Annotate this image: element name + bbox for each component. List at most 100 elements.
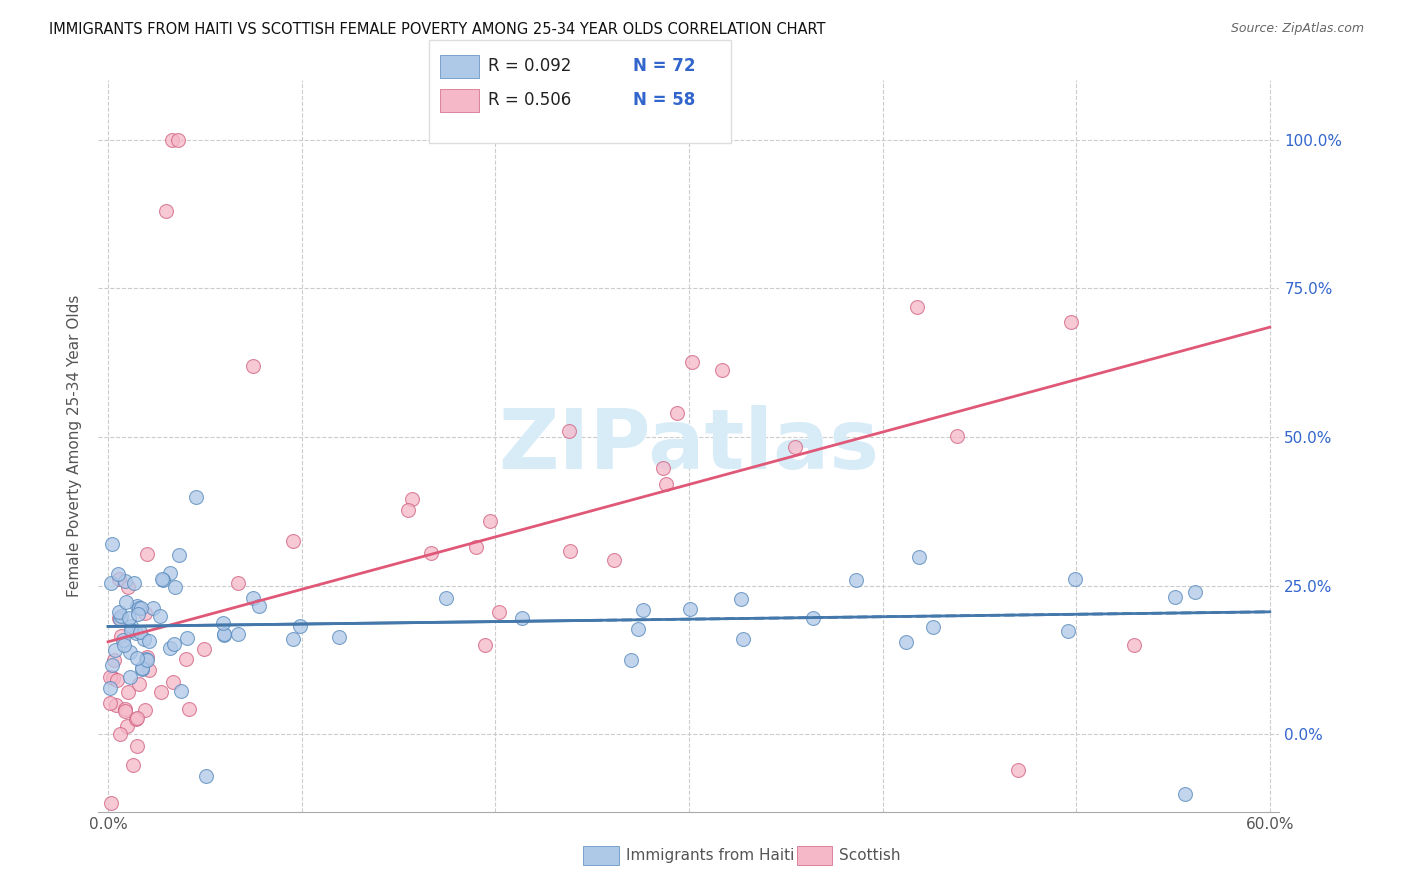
Point xyxy=(138,663,160,677)
Point xyxy=(120,645,142,659)
Point xyxy=(242,359,264,373)
Point xyxy=(510,610,533,624)
Text: Immigrants from Haiti: Immigrants from Haiti xyxy=(626,848,794,863)
Point xyxy=(678,602,700,616)
Point xyxy=(1163,590,1185,604)
Point xyxy=(105,673,128,687)
Point xyxy=(108,572,131,586)
Point xyxy=(281,534,304,549)
Point xyxy=(132,632,155,647)
Point xyxy=(396,502,419,516)
Point xyxy=(1060,315,1083,329)
Point xyxy=(159,640,181,655)
Point xyxy=(242,591,264,606)
Point xyxy=(170,684,193,698)
Point xyxy=(141,601,163,615)
Point xyxy=(281,632,304,646)
Point xyxy=(127,599,149,613)
Point xyxy=(166,133,188,147)
Point xyxy=(134,606,156,620)
Point xyxy=(465,540,488,554)
Point xyxy=(110,629,132,643)
Point xyxy=(620,653,643,667)
Point xyxy=(627,622,650,636)
Point xyxy=(100,576,122,591)
Point xyxy=(128,625,150,640)
Point xyxy=(249,599,271,614)
Point xyxy=(908,549,931,564)
Point xyxy=(114,702,136,716)
Point xyxy=(651,461,673,475)
Point xyxy=(212,627,235,641)
Text: IMMIGRANTS FROM HAITI VS SCOTTISH FEMALE POVERTY AMONG 25-34 YEAR OLDS CORRELATI: IMMIGRANTS FROM HAITI VS SCOTTISH FEMALE… xyxy=(49,22,825,37)
Point xyxy=(101,537,124,551)
Point xyxy=(420,546,443,560)
Point xyxy=(1057,624,1080,638)
Point xyxy=(125,711,148,725)
Text: ZIPatlas: ZIPatlas xyxy=(499,406,879,486)
Point xyxy=(101,671,124,685)
Point xyxy=(127,607,149,621)
Point xyxy=(129,600,152,615)
Point xyxy=(479,514,502,528)
Point xyxy=(120,624,142,638)
Point xyxy=(434,591,457,605)
Point xyxy=(98,697,121,711)
Point xyxy=(136,649,159,664)
Point xyxy=(558,424,581,438)
Point xyxy=(117,580,139,594)
Point xyxy=(1174,787,1197,801)
Point xyxy=(730,591,752,606)
Point xyxy=(214,628,236,642)
Point xyxy=(401,492,423,507)
Text: Source: ZipAtlas.com: Source: ZipAtlas.com xyxy=(1230,22,1364,36)
Point xyxy=(114,704,136,718)
Point xyxy=(134,703,156,717)
Point xyxy=(100,796,122,810)
Point xyxy=(558,543,581,558)
Point xyxy=(159,566,181,581)
Point xyxy=(845,574,868,588)
Point xyxy=(118,610,141,624)
Point xyxy=(117,685,139,699)
Text: N = 72: N = 72 xyxy=(633,57,695,75)
Point xyxy=(631,602,654,616)
Point xyxy=(681,355,703,369)
Y-axis label: Female Poverty Among 25-34 Year Olds: Female Poverty Among 25-34 Year Olds xyxy=(67,295,83,597)
Point xyxy=(122,757,145,772)
Point xyxy=(108,727,131,741)
Point xyxy=(105,698,128,713)
Point xyxy=(288,618,311,632)
Point xyxy=(165,580,187,594)
Point xyxy=(152,573,174,587)
Point xyxy=(1123,638,1146,652)
Point xyxy=(112,639,135,653)
Point xyxy=(149,685,172,699)
Point xyxy=(603,553,626,567)
Point xyxy=(136,547,159,561)
Point xyxy=(125,626,148,640)
Point xyxy=(666,406,689,420)
Text: Scottish: Scottish xyxy=(839,848,901,863)
Point xyxy=(945,428,967,442)
Point xyxy=(195,769,218,783)
Point xyxy=(131,661,153,675)
Point xyxy=(128,677,150,691)
Point xyxy=(128,600,150,615)
Text: N = 58: N = 58 xyxy=(633,91,695,109)
Point xyxy=(905,300,928,314)
Point xyxy=(127,651,149,665)
Point xyxy=(104,642,127,657)
Point xyxy=(124,712,146,726)
Point xyxy=(179,702,201,716)
Point xyxy=(125,739,148,754)
Point xyxy=(162,675,184,690)
Point xyxy=(107,611,129,625)
Point xyxy=(894,634,917,648)
Point xyxy=(711,363,734,377)
Point xyxy=(138,633,160,648)
Point xyxy=(103,653,125,667)
Point xyxy=(100,657,122,672)
Point xyxy=(131,662,153,676)
Point xyxy=(108,612,131,626)
